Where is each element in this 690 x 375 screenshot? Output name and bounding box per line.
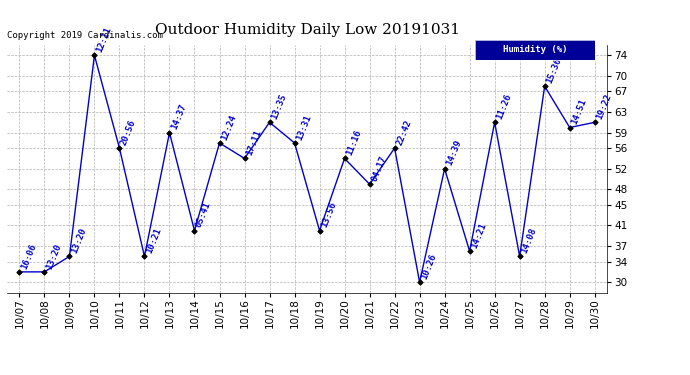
Text: 11:26: 11:26 [495, 93, 513, 121]
Point [439, 166, 450, 172]
Text: 04:17: 04:17 [370, 154, 388, 183]
Text: 13:20: 13:20 [44, 242, 63, 270]
Point [589, 119, 600, 125]
Text: 05:41: 05:41 [195, 201, 213, 229]
Text: 13:35: 13:35 [270, 93, 288, 121]
Point [114, 145, 125, 151]
Text: 20:56: 20:56 [119, 118, 138, 147]
Text: 14:51: 14:51 [570, 98, 588, 126]
Point [339, 155, 350, 161]
Text: 22:42: 22:42 [395, 118, 413, 147]
Point [289, 140, 300, 146]
Point [389, 145, 400, 151]
Text: 13:31: 13:31 [295, 113, 313, 141]
Text: 10:26: 10:26 [420, 252, 438, 280]
Text: 13:20: 13:20 [70, 226, 88, 255]
Text: 17:11: 17:11 [244, 129, 263, 157]
Point [64, 254, 75, 260]
Point [89, 53, 100, 58]
Point [189, 228, 200, 234]
Text: 11:16: 11:16 [344, 129, 363, 157]
Point [514, 254, 525, 260]
Point [314, 228, 325, 234]
Point [539, 83, 550, 89]
Point [564, 124, 575, 130]
Text: 19:22: 19:22 [595, 93, 613, 121]
Point [139, 254, 150, 260]
Point [464, 248, 475, 254]
Point [264, 119, 275, 125]
Text: 13:56: 13:56 [319, 201, 338, 229]
Text: 12:24: 12:24 [219, 113, 238, 141]
Point [164, 130, 175, 136]
Text: 14:21: 14:21 [470, 221, 488, 250]
Point [39, 269, 50, 275]
Point [14, 269, 25, 275]
Text: 12:11: 12:11 [95, 26, 113, 54]
Text: Copyright 2019 Cardinalis.com: Copyright 2019 Cardinalis.com [7, 31, 163, 40]
Text: 10:21: 10:21 [144, 226, 163, 255]
Text: 16:06: 16:06 [19, 242, 38, 270]
Point [414, 279, 425, 285]
Title: Outdoor Humidity Daily Low 20191031: Outdoor Humidity Daily Low 20191031 [155, 24, 460, 38]
Point [239, 155, 250, 161]
Text: 15:36: 15:36 [544, 56, 563, 85]
Text: 14:08: 14:08 [520, 226, 538, 255]
Point [214, 140, 225, 146]
Text: 14:39: 14:39 [444, 139, 463, 167]
Point [364, 181, 375, 187]
Text: 14:37: 14:37 [170, 103, 188, 131]
Point [489, 119, 500, 125]
